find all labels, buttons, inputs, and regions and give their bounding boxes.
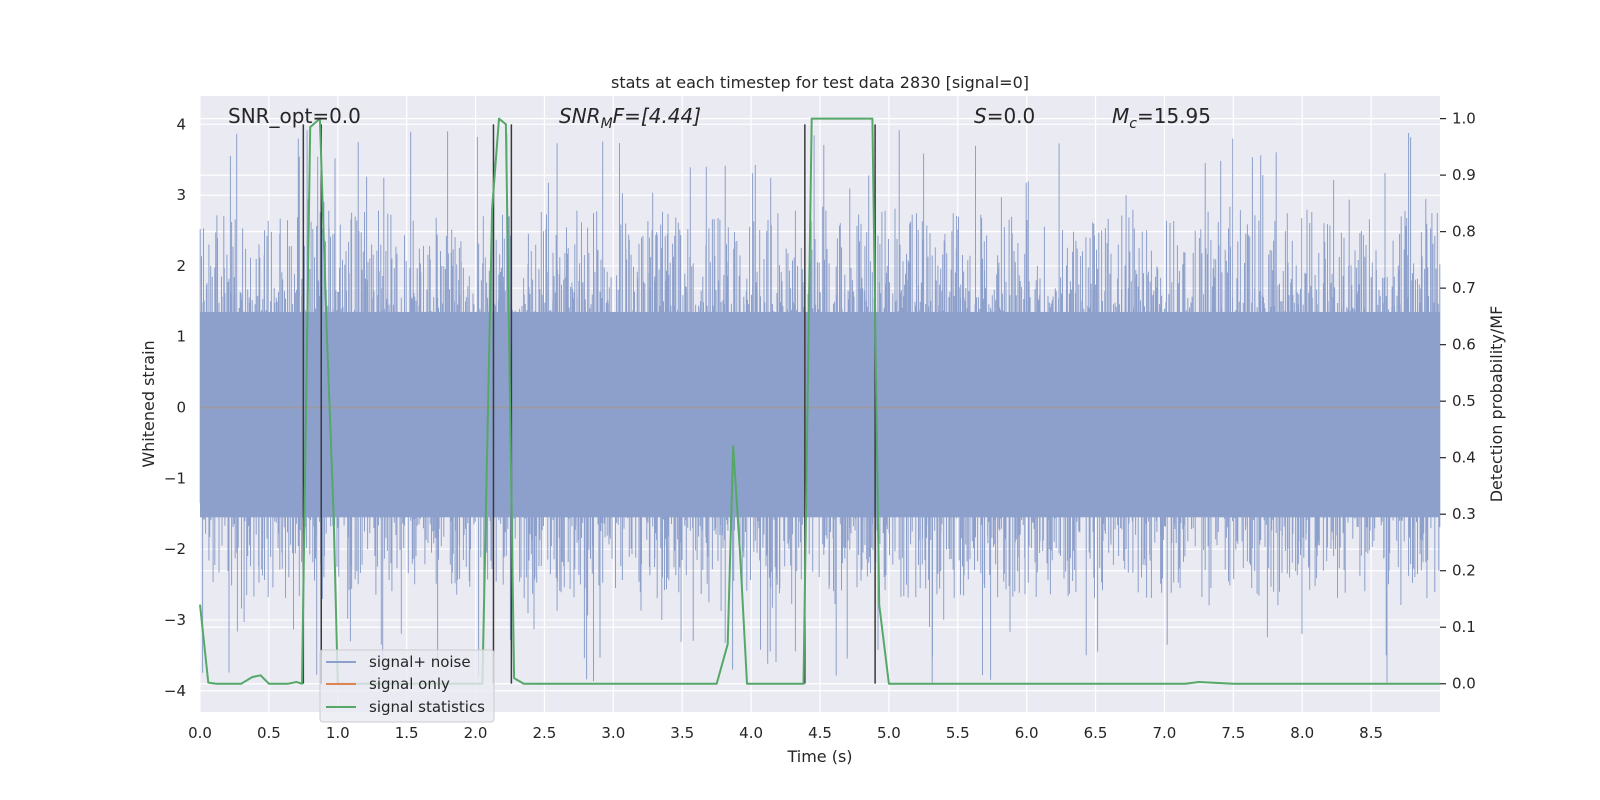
x-tick-label: 4.5 [808,724,832,742]
y-tick-label-right: 1.0 [1452,110,1476,128]
y-tick-label-right: 0.2 [1452,562,1476,580]
x-tick-label: 7.0 [1153,724,1177,742]
y-tick-label-right: 0.3 [1452,505,1476,523]
annotation-snr-opt: SNR_opt=0.0 [228,104,361,128]
y-tick-label-left: 1 [176,328,186,346]
y-tick-label-right: 0.0 [1452,675,1476,693]
legend-label-signal-noise: signal+ noise [369,653,471,671]
statistics-line [199,117,1440,685]
y-tick-label-left: −1 [164,469,186,487]
y-tick-label-right: 0.4 [1452,449,1476,467]
x-tick-label: 8.0 [1290,724,1314,742]
x-tick-label: 1.5 [395,724,419,742]
legend-box [319,649,495,723]
annotation-mc-main: M [1112,104,1129,128]
x-tick-label: 2.5 [533,724,557,742]
x-tick-label: 3.5 [670,724,694,742]
y-axis-label-right: Detection probability/MF [1487,306,1506,503]
x-tick-label: 4.0 [739,724,763,742]
annotation-s-rest: =0.0 [987,104,1036,128]
series-signal-noise [199,130,1441,683]
x-tick-label: 2.0 [464,724,488,742]
y-tick-label-right: 0.1 [1452,618,1476,636]
legend-label-signal-only: signal only [369,675,450,693]
series-signal-statistics [199,117,1440,685]
annotation-s: S=0.0 [974,104,1035,128]
y-tick-label-left: 2 [176,257,186,275]
annotation-s-main: S [974,104,987,128]
y-tick-label-left: 4 [176,115,186,133]
x-tick-label: 5.0 [877,724,901,742]
annotation-snr-mf-sub: M [601,116,613,132]
y-tick-label-left: 3 [176,186,186,204]
legend: signal+ noise signal only signal statist… [319,649,495,723]
annotation-snr-mf-rest: F=[4.44] [613,104,701,128]
y-tick-label-left: 0 [176,399,186,417]
annotation-mc: Mc=15.95 [1112,104,1211,132]
y-tick-label-right: 0.5 [1452,392,1476,410]
legend-label-signal-statistics: signal statistics [369,698,485,716]
y-tick-label-left: −4 [164,682,186,700]
y-tick-label-right: 0.6 [1452,336,1476,354]
x-axis-label: Time (s) [786,747,852,766]
y-axis-label-left: Whitened strain [139,340,158,467]
x-tick-label: 6.0 [1015,724,1039,742]
x-tick-label: 6.5 [1084,724,1108,742]
axis-ticks: 0.0 0.5 1.0 1.5 2.0 2.5 3.0 3.5 4.0 4.5 5.0 5.5 6.0 6… [164,110,1476,742]
x-tick-label: 0.0 [188,724,212,742]
x-tick-label: 0.5 [257,724,281,742]
y-tick-label-right: 0.7 [1452,279,1476,297]
y-tick-label-right: 0.9 [1452,166,1476,184]
annotation-mc-sub: c [1129,116,1137,132]
y-tick-label-left: −3 [164,611,186,629]
chart-title: stats at each timestep for test data 283… [611,73,1029,92]
x-tick-label: 7.5 [1221,724,1245,742]
x-tick-label: 3.0 [601,724,625,742]
annotation-mc-rest: =15.95 [1137,104,1211,128]
y-tick-label-right: 0.8 [1452,223,1476,241]
annotation-snr-mf-main: SNR [559,104,601,128]
x-tick-label: 8.5 [1359,724,1383,742]
y-tick-label-left: −2 [164,540,186,558]
annotation-snr-mf: SNRMF=[4.44] [559,104,701,132]
x-tick-label: 1.0 [326,724,350,742]
event-markers [302,124,876,684]
x-tick-label: 5.5 [946,724,970,742]
